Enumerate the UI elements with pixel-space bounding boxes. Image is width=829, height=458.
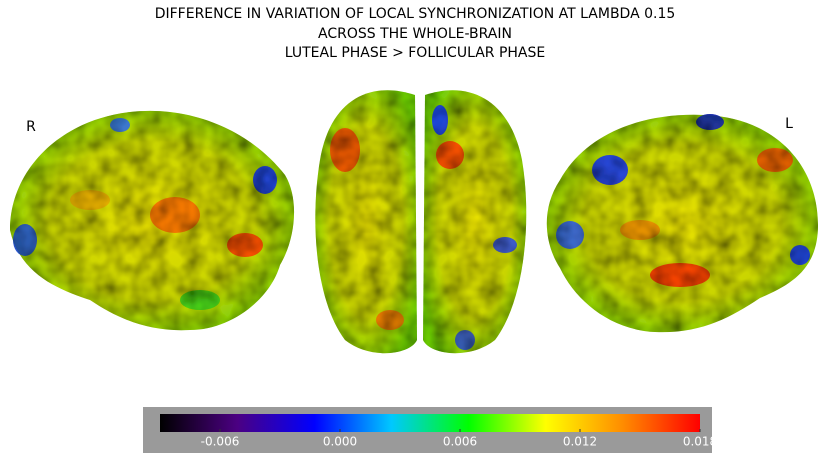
title-line: DIFFERENCE IN VARIATION OF LOCAL SYNCHRO… xyxy=(155,6,676,22)
side-label: R xyxy=(26,119,36,135)
title-line: ACROSS THE WHOLE-BRAIN xyxy=(318,26,512,42)
colorbar-tick-label: -0.006 xyxy=(201,435,240,449)
side-label: L xyxy=(785,116,793,132)
brain-left-lateral xyxy=(546,114,818,333)
colorbar-tick-label: 0.006 xyxy=(443,435,477,449)
colorbar-tick-label: 0.018 xyxy=(683,435,717,449)
colorbar-gradient xyxy=(160,414,700,432)
brain-right-lateral xyxy=(10,110,295,331)
colorbar: -0.006 0.000 0.006 0.012 0.018 xyxy=(160,414,717,449)
brain-top-view xyxy=(315,90,527,354)
colorbar-tick-label: 0.012 xyxy=(563,435,597,449)
title-line: LUTEAL PHASE > FOLLICULAR PHASE xyxy=(285,45,545,61)
colorbar-tick-label: 0.000 xyxy=(323,435,357,449)
